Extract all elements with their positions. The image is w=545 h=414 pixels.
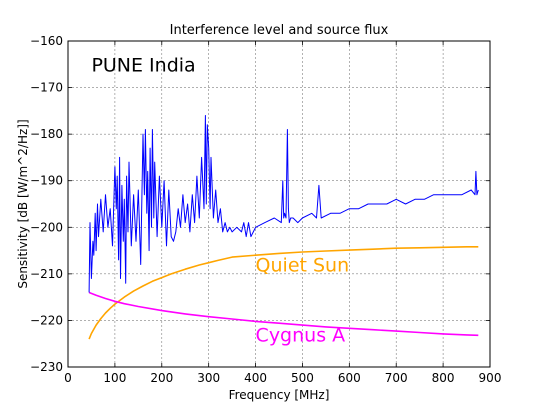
annotation-cygnus-a: Cygnus A: [256, 324, 346, 346]
y-tick-label: −220: [30, 313, 63, 327]
x-tick-label: 600: [338, 371, 361, 385]
y-tick-label: −170: [30, 81, 63, 95]
x-tick-label: 100: [103, 371, 126, 385]
y-tick-label: −160: [30, 34, 63, 48]
x-tick-label: 700: [385, 371, 408, 385]
y-tick-label: −230: [30, 360, 63, 374]
y-tick-label: −200: [30, 220, 63, 234]
y-tick-label: −180: [30, 127, 63, 141]
x-tick-label: 400: [244, 371, 267, 385]
y-axis-label: Sensitivity [dB [W/m^2/Hz]]: [16, 119, 30, 288]
y-tick-label: −210: [30, 267, 63, 281]
x-tick-label: 500: [291, 371, 314, 385]
chart-title: Interference level and source flux: [170, 23, 389, 38]
x-tick-label: 200: [150, 371, 173, 385]
x-tick-label: 300: [197, 371, 220, 385]
tick-layer: 0 100 200 300 400 500 600 700 800 900 −160 −170 −180…: [30, 34, 501, 385]
x-tick-label: 800: [432, 371, 455, 385]
annotation-pune-india: PUNE India: [91, 54, 195, 76]
annotation-layer: PUNE India Quiet Sun Cygnus A: [91, 54, 349, 346]
x-axis-label: Frequency [MHz]: [229, 388, 330, 402]
series-layer: [88, 115, 479, 340]
y-tick-label: −190: [30, 174, 63, 188]
plot-frame: [67, 40, 491, 368]
x-tick-label: 900: [479, 371, 502, 385]
series-line-quiet-sun: [88, 246, 479, 340]
series-line-cygnus-a: [88, 291, 479, 337]
annotation-quiet-sun: Quiet Sun: [256, 255, 350, 277]
series-line-interference-level: [88, 115, 479, 293]
x-tick-label: 0: [64, 371, 72, 385]
